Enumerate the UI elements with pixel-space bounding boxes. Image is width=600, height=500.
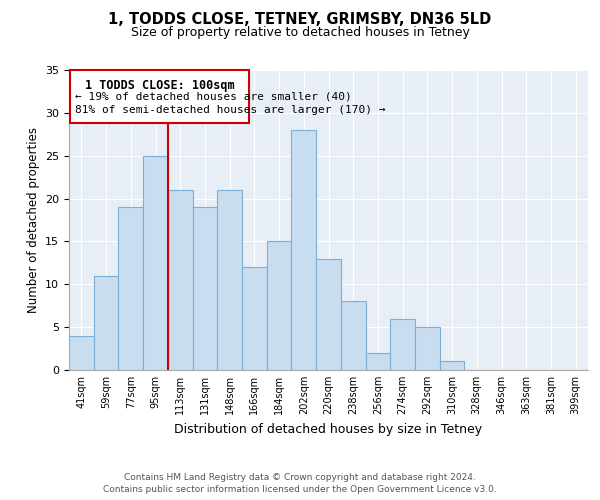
Bar	[69, 336, 94, 370]
Text: ← 19% of detached houses are smaller (40): ← 19% of detached houses are smaller (40…	[75, 92, 352, 102]
Text: 1 TODDS CLOSE: 100sqm: 1 TODDS CLOSE: 100sqm	[85, 78, 235, 92]
Bar	[440, 362, 464, 370]
Bar	[341, 302, 365, 370]
Text: Size of property relative to detached houses in Tetney: Size of property relative to detached ho…	[131, 26, 469, 39]
Bar	[94, 276, 118, 370]
Bar	[193, 207, 217, 370]
Text: 81% of semi-detached houses are larger (170) →: 81% of semi-detached houses are larger (…	[75, 105, 386, 115]
Bar	[118, 207, 143, 370]
Bar	[390, 318, 415, 370]
Bar	[316, 258, 341, 370]
Bar	[217, 190, 242, 370]
Bar	[365, 353, 390, 370]
Text: Contains HM Land Registry data © Crown copyright and database right 2024.: Contains HM Land Registry data © Crown c…	[124, 472, 476, 482]
Text: Contains public sector information licensed under the Open Government Licence v3: Contains public sector information licen…	[103, 485, 497, 494]
Bar	[143, 156, 168, 370]
Text: 1, TODDS CLOSE, TETNEY, GRIMSBY, DN36 5LD: 1, TODDS CLOSE, TETNEY, GRIMSBY, DN36 5L…	[109, 12, 491, 28]
X-axis label: Distribution of detached houses by size in Tetney: Distribution of detached houses by size …	[175, 422, 482, 436]
Bar	[415, 327, 440, 370]
Bar	[267, 242, 292, 370]
FancyBboxPatch shape	[70, 70, 250, 123]
Bar	[292, 130, 316, 370]
Y-axis label: Number of detached properties: Number of detached properties	[26, 127, 40, 313]
Bar	[242, 267, 267, 370]
Bar	[168, 190, 193, 370]
